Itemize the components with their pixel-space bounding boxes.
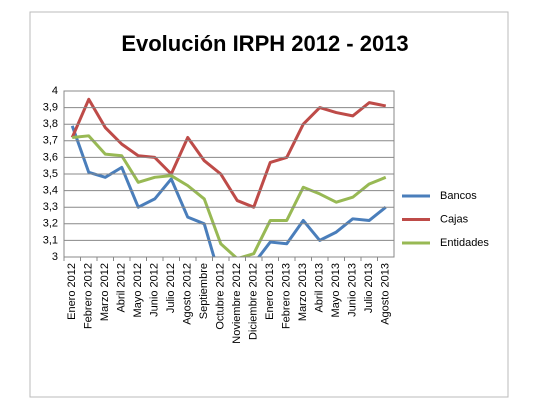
x-tick-label: Agosto 2012: [182, 263, 194, 325]
y-tick-label: 3,6: [43, 151, 58, 163]
y-tick-label: 4: [52, 85, 58, 97]
y-tick-label: 3,8: [43, 118, 58, 130]
x-tick-label: Abril 2012: [116, 263, 128, 313]
x-tick-label: Mayo 2013: [330, 263, 342, 317]
x-tick-label: Octubre 2012: [215, 263, 227, 330]
series-line: [72, 134, 387, 257]
y-tick-label: 3,2: [43, 218, 58, 230]
y-tick-label: 3,7: [43, 135, 58, 147]
y-tick-label: 3,5: [43, 168, 58, 180]
y-tick-label: 3,3: [43, 201, 58, 213]
y-tick-label: 3,4: [43, 185, 58, 197]
x-tick-label: Julio 2013: [363, 263, 375, 313]
x-tick-label: Mayo 2012: [132, 263, 144, 317]
legend-label: Entidades: [440, 237, 489, 249]
legend-label: Bancos: [440, 190, 477, 202]
x-tick-label: Diciembre 2012: [248, 263, 260, 340]
x-tick-label: Marzo 2012: [99, 263, 111, 321]
chart-frame: [29, 11, 509, 398]
x-tick-label: Enero 2013: [264, 263, 276, 320]
x-tick-label: Noviembre 2012: [231, 263, 243, 344]
x-tick-label: Junio 2012: [149, 263, 161, 317]
y-tick-label: 3,9: [43, 102, 58, 114]
x-tick-label: Enero 2012: [66, 263, 78, 320]
x-tick-label: Marzo 2013: [297, 263, 309, 321]
chart-title: Evolución IRPH 2012 - 2013: [121, 31, 408, 56]
x-tick-label: Septiembre: [198, 263, 210, 319]
legend-label: Cajas: [440, 213, 469, 225]
y-tick-label: 3,1: [43, 234, 58, 246]
x-tick-label: Junio 2013: [347, 263, 359, 317]
series-line: [70, 97, 387, 209]
y-tick-label: 3: [52, 251, 58, 263]
x-tick-label: Febrero 2013: [281, 263, 293, 329]
x-tick-label: Febrero 2012: [83, 263, 95, 329]
x-tick-label: Abril 2013: [314, 263, 326, 313]
x-tick-label: Agosto 2013: [380, 263, 392, 325]
x-tick-label: Julio 2012: [165, 263, 177, 313]
